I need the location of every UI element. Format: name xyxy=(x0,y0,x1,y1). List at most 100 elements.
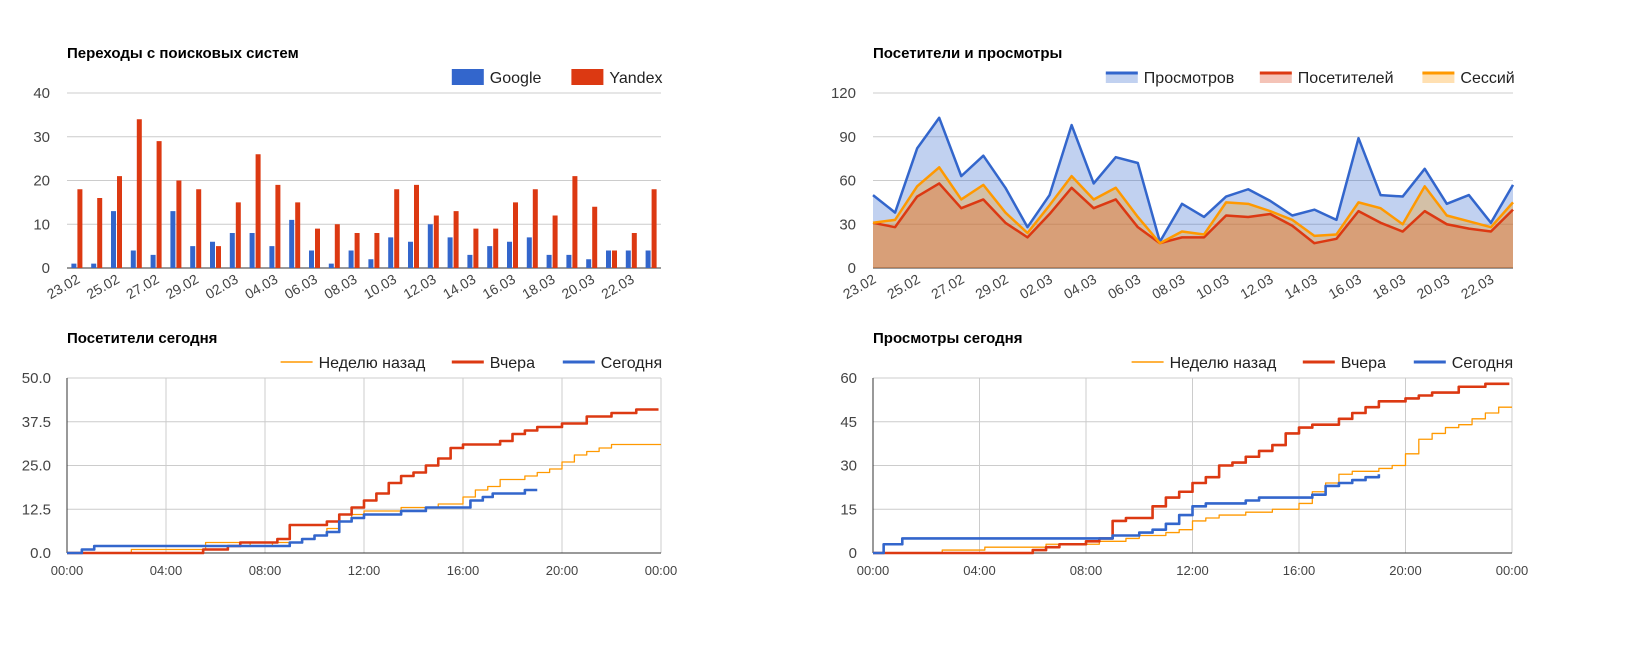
views-today-chart: Просмотры сегодня 0 15 30 45 60 00:00 04:00 08:… xyxy=(840,330,1528,578)
legend-swatch-просмотров xyxy=(1105,73,1138,83)
bar-yandex xyxy=(414,184,419,268)
x-tick-label: 16:00 xyxy=(1283,563,1316,578)
x-tick-label: 22.03 xyxy=(598,271,637,302)
legend-label-вчера: Вчера xyxy=(490,355,535,372)
x-tick-label: 18.03 xyxy=(519,271,558,302)
y-tick-label: 0 xyxy=(849,545,857,562)
bar-yandex xyxy=(631,233,637,268)
views-today-panel: Просмотры сегодня 0 15 30 45 60 00:00 04:00 08:… xyxy=(826,325,1652,650)
x-tick-label: 20:00 xyxy=(1389,563,1422,578)
x-tick-label: 04:00 xyxy=(963,563,996,578)
y-tick-label: 40 xyxy=(33,85,50,102)
x-tick-label: 18.03 xyxy=(1370,271,1409,302)
bar-google xyxy=(566,254,572,268)
x-tick-label: 12:00 xyxy=(348,563,381,578)
legend-label-посетителей: Посетителей xyxy=(1298,70,1394,87)
x-tick-label: 04:00 xyxy=(150,563,183,578)
x-tick-label: 25.02 xyxy=(84,271,123,302)
bar-yandex xyxy=(612,250,617,268)
line-сегодня xyxy=(67,488,538,555)
y-tick-label: 50.0 xyxy=(22,370,51,387)
x-tick-label: 08:00 xyxy=(249,563,282,578)
bar-yandex xyxy=(117,176,122,268)
legend-swatch-посетителей xyxy=(1259,73,1292,83)
bar-google xyxy=(546,254,552,268)
bar-yandex xyxy=(493,228,499,268)
line-вчера xyxy=(873,382,1510,555)
bar-yandex xyxy=(275,184,281,268)
line-посетителей xyxy=(872,182,1514,245)
bar-yandex xyxy=(374,233,380,268)
x-tick-label: 14.03 xyxy=(1282,271,1321,302)
x-tick-label: 20.03 xyxy=(1414,271,1453,302)
bar-google xyxy=(526,237,532,268)
bar-yandex xyxy=(235,202,241,268)
bar-google xyxy=(328,263,334,268)
bar-google xyxy=(111,211,116,268)
bar-yandex xyxy=(216,246,221,268)
bar-google xyxy=(427,224,433,268)
line-сегодня xyxy=(873,474,1381,555)
x-tick-label: 16:00 xyxy=(447,563,480,578)
legend-swatch-сессий xyxy=(1422,73,1455,83)
bar-yandex xyxy=(196,189,202,268)
x-tick-label: 20:00 xyxy=(546,563,579,578)
legend-label-сессий: Сессий xyxy=(1460,70,1514,87)
bar-google xyxy=(170,211,176,268)
y-tick-label: 37.5 xyxy=(22,414,51,431)
bar-google xyxy=(586,259,592,268)
y-tick-label: 45 xyxy=(840,414,857,431)
legend-label-неделю-назад: Неделю назад xyxy=(1170,355,1277,372)
x-tick-label: 12.03 xyxy=(1237,271,1276,302)
y-tick-label: 30 xyxy=(840,458,857,475)
bar-google xyxy=(229,233,235,268)
chart-title: Посетители сегодня xyxy=(67,330,217,347)
bar-yandex xyxy=(315,228,320,268)
bar-google xyxy=(408,241,413,268)
x-tick-label: 02.03 xyxy=(1017,271,1056,302)
x-tick-label: 08:00 xyxy=(1070,563,1103,578)
bar-google xyxy=(368,259,374,268)
x-tick-label: 00:00 xyxy=(645,563,678,578)
bar-yandex xyxy=(156,141,162,268)
x-tick-label: 29.02 xyxy=(973,271,1012,302)
bar-yandex xyxy=(176,180,182,268)
bar-google xyxy=(91,263,97,268)
bar-google xyxy=(606,250,611,268)
visitors-today-chart: Посетители сегодня 0.0 12.5 25.0 37.5 50.0 00… xyxy=(22,330,678,578)
bar-yandex xyxy=(97,198,103,268)
y-tick-label: 60 xyxy=(839,173,856,190)
bar-google xyxy=(645,250,651,268)
bar-google xyxy=(487,246,493,268)
bar-google xyxy=(467,254,473,268)
x-tick-label: 04.03 xyxy=(242,271,281,302)
chart-title: Посетители и просмотры xyxy=(873,45,1062,62)
x-tick-label: 27.02 xyxy=(928,271,967,302)
bar-google xyxy=(447,237,453,268)
bar-google xyxy=(348,250,354,268)
bar-google xyxy=(71,263,77,268)
y-tick-label: 90 xyxy=(839,129,856,146)
bar-yandex xyxy=(394,189,400,268)
x-tick-label: 23.02 xyxy=(840,271,879,302)
x-tick-label: 00:00 xyxy=(51,563,84,578)
bar-google xyxy=(249,233,255,268)
bar-yandex xyxy=(334,224,340,268)
bar-yandex xyxy=(453,211,459,268)
bar-yandex xyxy=(295,202,301,268)
y-tick-label: 15 xyxy=(840,501,857,518)
x-tick-label: 06.03 xyxy=(1105,271,1144,302)
bar-yandex xyxy=(433,215,439,268)
line-просмотров xyxy=(872,116,1515,243)
bar-google xyxy=(309,250,314,268)
legend-label-неделю-назад: Неделю назад xyxy=(319,355,426,372)
legend-label-yandex: Yandex xyxy=(609,70,662,87)
x-tick-label: 10.03 xyxy=(1193,271,1232,302)
x-tick-label: 27.02 xyxy=(123,271,162,302)
x-tick-label: 06.03 xyxy=(282,271,321,302)
visitors-views-chart: Посетители и просмотры 0 30 60 90 120 23.02 25… xyxy=(831,45,1515,302)
chart-title: Просмотры сегодня xyxy=(873,330,1022,347)
x-tick-label: 10.03 xyxy=(361,271,400,302)
bar-yandex xyxy=(136,119,142,268)
visitors-today-panel: Посетители сегодня 0.0 12.5 25.0 37.5 50.0 00… xyxy=(0,325,826,650)
